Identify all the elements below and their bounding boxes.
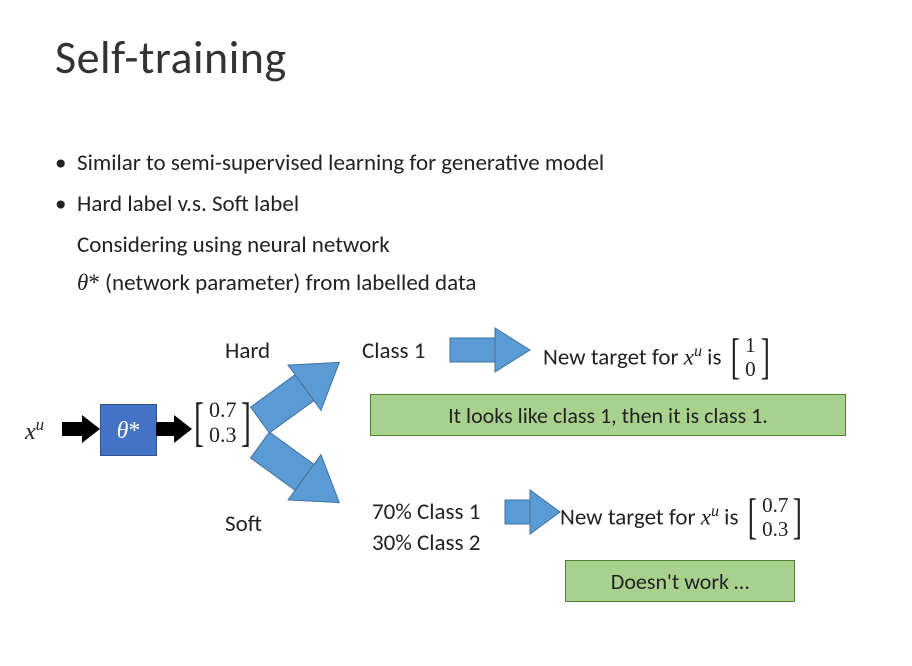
output-vector: [ 0.7 0.3 ] [190,398,255,447]
arrow-theta-to-vec [156,415,192,443]
hard-vec-1: 0 [745,358,756,382]
soft-line-1: 70% Class 1 [372,497,480,528]
hard-vec-0: 1 [745,334,756,358]
bullet-list: Similar to semi-supervised learning for … [55,145,604,304]
subline-2: θ* (network parameter) from labelled dat… [55,265,604,302]
soft-label: Soft [225,510,262,538]
class1-label: Class 1 [362,337,425,365]
slide-title: Self-training [55,30,287,86]
nt-soft-is: is [719,504,738,532]
theta-box: θ* [100,404,157,456]
nt-hard-is: is [702,344,721,372]
bullet-1: Similar to semi-supervised learning for … [55,145,604,182]
arrow-soft-to-target [505,490,560,534]
nt-soft-prefix: New target for [560,504,701,532]
soft-line-2: 30% Class 2 [372,528,480,559]
soft-vec-0: 0.7 [762,494,788,518]
green-box-soft: Doesn't work … [565,560,795,602]
theta-box-label: θ* [117,416,141,445]
subline-1: Considering using neural network [55,227,604,264]
vec-out-1: 0.3 [209,423,237,448]
xu-label: xu [25,415,44,446]
arrow-xu-to-theta [62,415,100,443]
new-target-soft: New target for xu is [ 0.7 0.3 ] [560,494,806,541]
subline-2-text: (network parameter) from labelled data [100,269,477,297]
vec-out-0: 0.7 [209,398,237,423]
slide: Self-training Similar to semi-supervised… [0,0,912,666]
hard-label: Hard [225,337,270,365]
bullet-2: Hard label v.s. Soft label [55,186,604,223]
soft-vec-1: 0.3 [762,518,788,542]
arrow-class1-to-target [450,328,530,372]
soft-lines: 70% Class 1 30% Class 2 [372,497,480,559]
green-box-hard: It looks like class 1, then it is class … [370,394,846,436]
nt-hard-prefix: New target for [543,344,684,372]
new-target-hard: New target for xu is [ 1 0 ] [543,334,773,381]
